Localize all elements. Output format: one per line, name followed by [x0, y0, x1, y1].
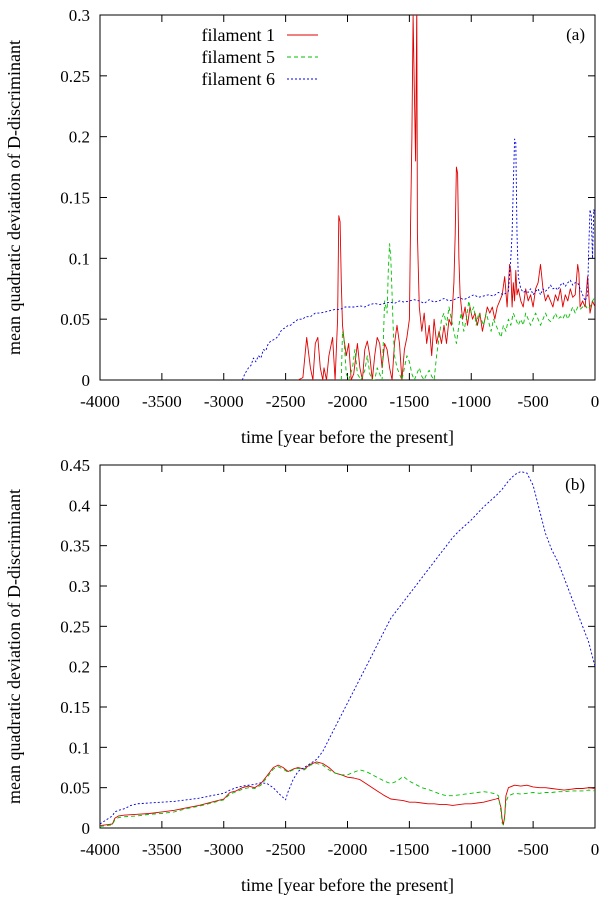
- y-tick-label: 0.3: [69, 577, 90, 596]
- series-group: [241, 15, 595, 380]
- plot-frame: [99, 14, 596, 381]
- y-tick-label: 0.1: [69, 738, 90, 757]
- legend-label: filament 1: [202, 25, 275, 45]
- panel-b-chart: -4000 -3500 -3000 -2500 -2000 -1500 -1000 -500 0…: [4, 456, 599, 895]
- x-tick-label: -1500: [390, 840, 430, 859]
- series-line-filament-5: [340, 243, 595, 380]
- x-tick-label: -1000: [451, 840, 491, 859]
- x-tick-label: -4000: [80, 840, 120, 859]
- y-tick-label: 0.35: [60, 537, 90, 556]
- series-line-filament-1: [100, 761, 595, 827]
- x-axis-title: time [year before the present]: [241, 427, 454, 447]
- y-tick-label: 0.2: [69, 128, 90, 147]
- y-tick-label: 0.05: [60, 310, 90, 329]
- series-line-filament-5: [100, 763, 595, 827]
- y-tick-label: 0.05: [60, 779, 90, 798]
- series-group: [100, 471, 595, 827]
- y-tick-label: 0: [82, 371, 91, 390]
- x-tick-label: 0: [591, 392, 600, 411]
- x-tick-label: -1000: [451, 392, 491, 411]
- y-axis-title: mean quadratic deviation of D-discrimina…: [4, 40, 24, 355]
- y-tick-label: 0.4: [69, 496, 91, 515]
- y-tick-label: 0.1: [69, 249, 90, 268]
- y-tick-label: 0.2: [69, 658, 90, 677]
- y-tick-label: 0: [82, 819, 91, 838]
- x-tick-label: -1500: [390, 392, 430, 411]
- y-tick-label: 0.25: [60, 67, 90, 86]
- y-axis-title: mean quadratic deviation of D-discrimina…: [4, 489, 24, 804]
- x-tick-label: -3500: [142, 840, 182, 859]
- x-tick-label: -3000: [204, 840, 244, 859]
- legend-label: filament 5: [202, 47, 275, 67]
- x-tick-label: -500: [518, 840, 549, 859]
- y-tick-label: 0.45: [60, 456, 90, 475]
- x-tick-label: -500: [518, 392, 549, 411]
- y-tick-label: 0.15: [60, 698, 90, 717]
- y-tick-label: 0.25: [60, 617, 90, 636]
- y-tick-label: 0.15: [60, 189, 90, 208]
- x-tick-label: -2500: [266, 840, 306, 859]
- x-tick-label: -2500: [266, 392, 306, 411]
- series-line-filament-6: [100, 471, 595, 825]
- panel-label: (b): [565, 475, 585, 494]
- plot-frame: [99, 464, 596, 829]
- x-tick-label: -3500: [142, 392, 182, 411]
- x-tick-label: 0: [591, 840, 600, 859]
- x-tick-label: -2000: [328, 392, 368, 411]
- y-tick-label: 0.3: [69, 6, 90, 25]
- legend-label: filament 6: [202, 69, 275, 89]
- x-tick-label: -3000: [204, 392, 244, 411]
- x-tick-label: -2000: [328, 840, 368, 859]
- x-axis-title: time [year before the present]: [241, 875, 454, 895]
- x-tick-label: -4000: [80, 392, 120, 411]
- panel-label: (a): [566, 25, 585, 44]
- panel-a-chart: -4000 -3500 -3000 -2500 -2000 -1500 -1000 -500 0…: [4, 6, 600, 447]
- series-line-filament-1: [297, 15, 595, 380]
- series-line-filament-6: [241, 138, 595, 380]
